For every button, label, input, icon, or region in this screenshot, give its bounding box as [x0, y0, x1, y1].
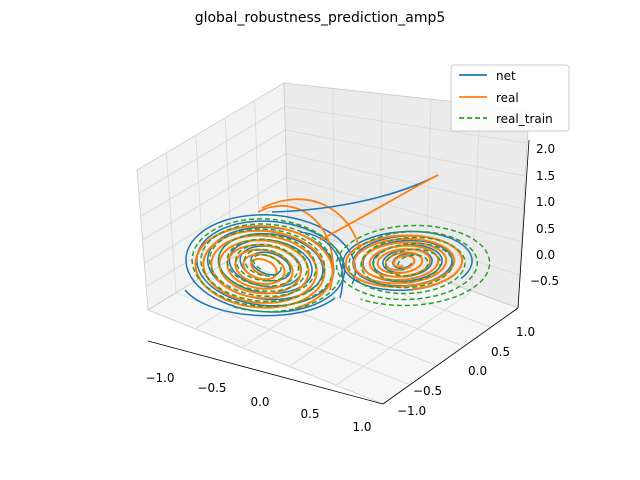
grid-line — [144, 176, 287, 264]
z-tick-label: 0.5 — [536, 222, 555, 236]
x-ticks: −1.0 −0.5 0.0 0.5 1.0 — [145, 371, 371, 434]
x-tick-label: −0.5 — [197, 381, 226, 395]
y-tick-label: −1.0 — [397, 404, 426, 418]
series-real-line — [261, 198, 361, 251]
grid-line — [140, 129, 286, 218]
series-real-line — [194, 224, 334, 310]
series-net-line — [184, 289, 336, 317]
grid-line — [142, 153, 287, 241]
plot-area — [184, 174, 491, 317]
z-tick-label: −0.5 — [530, 274, 559, 288]
grid-line — [335, 290, 473, 386]
z-tick-label: 2.0 — [536, 142, 555, 156]
grid-line — [284, 106, 528, 144]
x-tick-label: 0.0 — [250, 395, 269, 409]
z-tick-label: 1.5 — [536, 169, 555, 183]
x-tick-label: 0.5 — [300, 407, 319, 421]
grid-line — [287, 200, 520, 276]
legend-label-real-train: real_train — [496, 112, 553, 126]
series-real-train-line — [335, 224, 491, 307]
x-axis-line — [147, 340, 384, 405]
axes-3d — [136, 82, 530, 405]
grid-line — [231, 258, 465, 347]
y-axis-line — [382, 307, 519, 405]
series-real-line — [319, 174, 439, 241]
x-tick-label: −1.0 — [145, 371, 174, 385]
y-ticks: −1.0 −0.5 0.0 0.5 1.0 — [397, 325, 535, 418]
grid-line — [254, 100, 261, 242]
z-ticks: −0.5 0.0 0.5 1.0 1.5 2.0 — [530, 142, 559, 288]
grid-line — [471, 104, 481, 292]
grid-line — [285, 153, 524, 210]
chart-title: global_robustness_prediction_amp5 — [195, 10, 446, 26]
grid-line — [286, 176, 522, 243]
x-tick-label: 1.0 — [352, 420, 371, 434]
grid-line — [203, 275, 438, 366]
legend: net real real_train — [450, 64, 570, 132]
grid-line — [332, 88, 335, 241]
grid-line — [166, 152, 177, 293]
z-axis-line — [517, 139, 530, 309]
grid-line — [195, 135, 205, 276]
grid-line — [285, 129, 526, 177]
legend-label-real: real — [496, 91, 519, 105]
y-tick-label: −0.5 — [413, 384, 442, 398]
y-tick-label: 0.0 — [468, 364, 487, 378]
grid-line — [138, 106, 285, 194]
y-tick-label: 1.0 — [516, 325, 535, 339]
series-net-line — [299, 231, 344, 299]
series-real-line — [257, 205, 334, 291]
y-tick-label: 0.5 — [491, 345, 510, 359]
z-tick-label: 0.0 — [536, 248, 555, 262]
legend-box — [450, 64, 570, 132]
z-tick-label: 1.0 — [536, 195, 555, 209]
legend-label-net: net — [496, 69, 516, 83]
